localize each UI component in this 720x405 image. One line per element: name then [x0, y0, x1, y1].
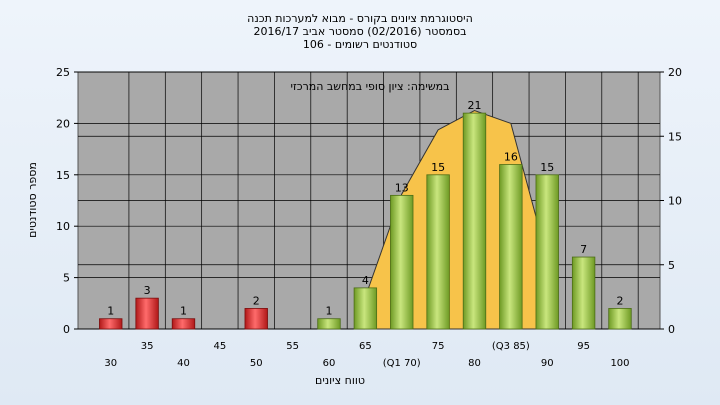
x-tick-label: 35	[141, 341, 154, 352]
data-label-13: 7	[580, 243, 587, 256]
x-tick-label: 65	[359, 341, 372, 352]
x-tick-label: 30	[104, 358, 117, 369]
data-label-14: 2	[616, 294, 623, 307]
y-tick-label: 0	[63, 323, 70, 336]
bars-group	[99, 112, 632, 330]
x-tick-label: 80	[468, 358, 481, 369]
bar-12	[535, 174, 559, 330]
data-label-11: 16	[504, 151, 518, 164]
bar-1	[135, 297, 159, 330]
chart-title: היסטוגרמת ציונים בקורס - מבוא למערכות תכ…	[247, 12, 473, 51]
x-tick-label: 90	[541, 358, 554, 369]
x-tick-label: (Q1 70)	[383, 358, 421, 369]
x-tick-label: 100	[610, 358, 629, 369]
y-tick-label: 5	[63, 272, 70, 285]
right-axis-ticks: 0 5 10 15 20	[660, 66, 682, 336]
data-label-0: 1	[107, 305, 114, 318]
title-line-3: סטודנטים רשומים - 106	[303, 38, 417, 51]
y2-tick-label: 5	[668, 259, 675, 272]
y-tick-label: 10	[56, 220, 70, 233]
data-label-8: 13	[395, 181, 409, 194]
bar-8	[390, 194, 414, 330]
y-tick-label: 25	[56, 66, 70, 79]
title-line-2: בסמסטר (02/2016) סמסטר אביב 2016/17	[253, 25, 466, 38]
data-label-10: 21	[467, 99, 481, 112]
y2-tick-label: 10	[668, 195, 682, 208]
bar-13	[571, 256, 596, 330]
data-label-6: 1	[325, 305, 332, 318]
y2-tick-label: 15	[668, 130, 682, 143]
data-label-1: 3	[144, 284, 151, 297]
x-tick-label: 95	[577, 341, 590, 352]
data-label-9: 15	[431, 161, 445, 174]
bar-7	[353, 287, 378, 330]
y2-tick-label: 20	[668, 66, 682, 79]
bar-6	[317, 318, 341, 330]
x-tick-label: 50	[250, 358, 263, 369]
x-axis-label: טווח ציונים	[315, 374, 365, 387]
data-label-12: 15	[540, 161, 554, 174]
x-axis-ticks: 30 35 40 45 50 55 60 65 (Q1 70) 75 80 (Q3 85) 90 95 10…	[104, 341, 629, 369]
bar-11	[499, 164, 523, 330]
title-line-1: היסטוגרמת ציונים בקורס - מבוא למערכות תכ…	[247, 12, 473, 25]
gridlines	[78, 71, 660, 330]
x-tick-label: 40	[177, 358, 190, 369]
y2-tick-label: 0	[668, 323, 675, 336]
bar-4	[244, 308, 268, 330]
x-tick-label: 75	[432, 341, 445, 352]
chart-annotation: במשימה: ציון סופי במחשב המרכזי	[290, 80, 449, 93]
data-label-7: 4	[362, 274, 369, 287]
x-tick-label: 60	[323, 358, 336, 369]
y-axis-label: מספר סטודנטים	[26, 162, 39, 238]
y-tick-label: 20	[56, 117, 70, 130]
data-label-2: 1	[180, 305, 187, 318]
data-label-4: 2	[253, 294, 260, 307]
bar-0	[99, 318, 123, 330]
y-tick-label: 15	[56, 169, 70, 182]
bar-2	[171, 318, 196, 330]
x-tick-label: 45	[213, 341, 226, 352]
x-tick-label: (Q3 85)	[492, 341, 530, 352]
left-axis-ticks: 0 5 10 15 20 25	[56, 66, 78, 336]
bar-14	[608, 308, 632, 330]
x-tick-label: 55	[286, 341, 299, 352]
bar-10	[462, 112, 487, 330]
bar-9	[426, 174, 450, 330]
